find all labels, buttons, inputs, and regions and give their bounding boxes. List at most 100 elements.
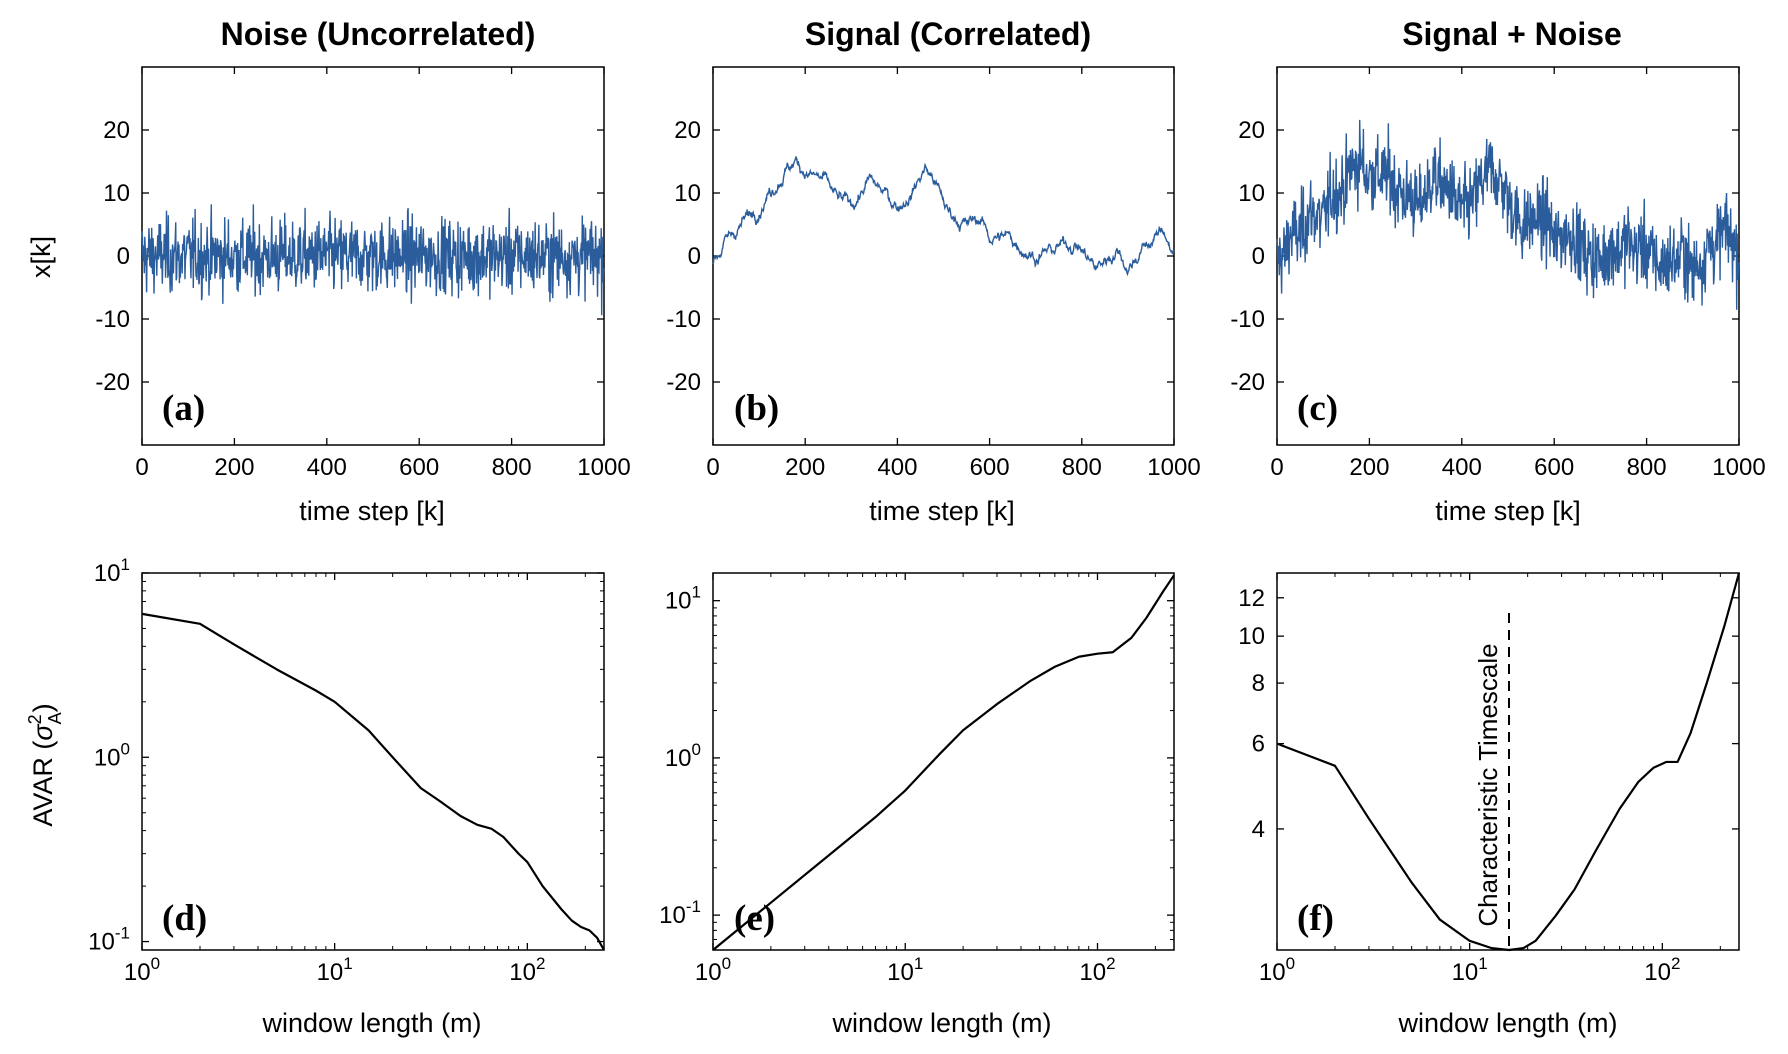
y-tick-label-a: 20 bbox=[103, 117, 130, 144]
x-tick-label-c: 1000 bbox=[1712, 454, 1765, 481]
y-tick-exp-d: 0 bbox=[121, 739, 130, 758]
avar-curve-d bbox=[141, 612, 605, 951]
y-tick-label-b: -20 bbox=[666, 369, 701, 396]
y-tick-label-f: 6 bbox=[1252, 731, 1265, 758]
avar-ylabel-main: AVAR ( bbox=[28, 741, 58, 827]
panel-label-b: (b) bbox=[734, 388, 779, 429]
y-tick-label-a: 10 bbox=[103, 180, 130, 207]
x-tick-label-b: 1000 bbox=[1147, 454, 1200, 481]
y-tick-label-c: -20 bbox=[1230, 369, 1265, 396]
avar-curve-e bbox=[712, 574, 1175, 951]
y-tick-label-f: 4 bbox=[1252, 816, 1265, 843]
y-tick-label-b: 10 bbox=[674, 180, 701, 207]
x-tick-exp-d: 2 bbox=[536, 954, 545, 973]
axes-box-e bbox=[712, 572, 1175, 951]
ts-xlabel-c: time step [k] bbox=[1435, 496, 1581, 526]
panel-label-a: (a) bbox=[162, 388, 205, 429]
avar-ylabel-sub: A bbox=[45, 712, 65, 724]
avar-ylabel-close: ) bbox=[28, 703, 58, 712]
panel-label-c: (c) bbox=[1297, 388, 1338, 429]
panel-label-d: (d) bbox=[162, 898, 207, 939]
axes-box-d bbox=[141, 572, 605, 951]
ts-xlabel-a: time step [k] bbox=[299, 496, 445, 526]
y-tick-label-c: -10 bbox=[1230, 306, 1265, 333]
x-tick-label-b: 800 bbox=[1062, 454, 1102, 481]
y-tick-label-b: 0 bbox=[688, 243, 701, 270]
y-tick-label-b: 20 bbox=[674, 117, 701, 144]
avar-xlabel-d: window length (m) bbox=[261, 1008, 481, 1038]
title-signal-plus-noise: Signal + Noise bbox=[1402, 16, 1622, 52]
x-tick-label-f: 102 bbox=[1644, 954, 1680, 986]
y-tick-label-a: 0 bbox=[117, 243, 130, 270]
avar-xlabel-e: window length (m) bbox=[831, 1008, 1051, 1038]
x-tick-label-c: 400 bbox=[1442, 454, 1482, 481]
x-tick-label-e: 102 bbox=[1079, 954, 1115, 986]
x-tick-label-d: 102 bbox=[509, 954, 545, 986]
y-tick-label-c: 0 bbox=[1252, 243, 1265, 270]
x-tick-label-a: 800 bbox=[492, 454, 532, 481]
y-tick-label-e: 10-1 bbox=[659, 897, 701, 929]
x-tick-label-a: 400 bbox=[307, 454, 347, 481]
avar-curve-f bbox=[1276, 572, 1741, 952]
x-tick-label-c: 600 bbox=[1534, 454, 1574, 481]
x-tick-label-f: 100 bbox=[1259, 954, 1295, 986]
x-tick-label-c: 800 bbox=[1627, 454, 1667, 481]
panel-c: 0 200 400 600 800 1000 -20 -10 0 10 20 bbox=[1230, 66, 1766, 481]
y-tick-label-d: 101 bbox=[94, 555, 130, 587]
x-tick-label-a: 1000 bbox=[577, 454, 630, 481]
panel-a: 0 200 400 600 800 1000 -20 -10 0 10 20 bbox=[95, 66, 631, 481]
avar-ylabel-sup: 2 bbox=[25, 714, 45, 724]
x-tick-exp-d: 1 bbox=[343, 954, 352, 973]
y-tick-label-b: -10 bbox=[666, 306, 701, 333]
avar-xlabel-f: window length (m) bbox=[1397, 1008, 1617, 1038]
title-signal: Signal (Correlated) bbox=[805, 16, 1091, 52]
x-tick-label-f: 101 bbox=[1452, 954, 1488, 986]
x-tick-label-a: 0 bbox=[135, 454, 148, 481]
x-tick-label-b: 400 bbox=[877, 454, 917, 481]
y-tick-exp-d: 1 bbox=[121, 555, 130, 574]
axes-box-b bbox=[712, 66, 1175, 446]
x-tick-label-c: 200 bbox=[1349, 454, 1389, 481]
x-tick-label-b: 0 bbox=[706, 454, 719, 481]
series-line-b bbox=[712, 156, 1175, 277]
ts-ylabel: x[k] bbox=[26, 236, 56, 278]
x-tick-label-b: 600 bbox=[970, 454, 1010, 481]
x-tick-exp-e: 2 bbox=[1106, 954, 1115, 973]
avar-ylabel: AVAR (σ2A) bbox=[25, 703, 65, 826]
x-tick-exp-e: 1 bbox=[914, 954, 923, 973]
y-tick-label-e: 100 bbox=[665, 740, 701, 772]
x-tick-label-a: 600 bbox=[399, 454, 439, 481]
x-tick-label-d: 100 bbox=[124, 954, 160, 986]
title-noise: Noise (Uncorrelated) bbox=[221, 16, 536, 52]
characteristic-timescale-label: Characteristic Timescale bbox=[1473, 643, 1503, 926]
y-tick-exp-e: 1 bbox=[692, 583, 701, 602]
y-tick-exp-d: -1 bbox=[115, 924, 130, 943]
avar-ylabel-sigma: σ bbox=[28, 723, 58, 741]
x-tick-exp-f: 0 bbox=[1286, 954, 1295, 973]
panel-b: 0 200 400 600 800 1000 -20 -10 0 10 20 bbox=[666, 66, 1201, 481]
y-tick-label-d: 10-1 bbox=[88, 924, 130, 956]
y-tick-label-a: -20 bbox=[95, 369, 130, 396]
series-line-c bbox=[1276, 119, 1740, 310]
y-tick-label-f: 12 bbox=[1238, 585, 1265, 612]
y-tick-label-f: 8 bbox=[1252, 670, 1265, 697]
x-tick-label-d: 101 bbox=[317, 954, 353, 986]
y-tick-label-f: 10 bbox=[1238, 623, 1265, 650]
y-tick-label-c: 20 bbox=[1238, 117, 1265, 144]
panel-label-e: (e) bbox=[734, 898, 775, 939]
x-tick-exp-f: 1 bbox=[1478, 954, 1487, 973]
series-line-a bbox=[141, 204, 605, 316]
y-tick-exp-e: 0 bbox=[692, 740, 701, 759]
x-tick-label-c: 0 bbox=[1270, 454, 1283, 481]
y-tick-label-c: 10 bbox=[1238, 180, 1265, 207]
x-tick-label-e: 101 bbox=[887, 954, 923, 986]
ts-xlabel-b: time step [k] bbox=[869, 496, 1015, 526]
x-tick-label-a: 200 bbox=[214, 454, 254, 481]
x-tick-label-e: 100 bbox=[695, 954, 731, 986]
x-tick-label-b: 200 bbox=[785, 454, 825, 481]
x-tick-exp-e: 0 bbox=[722, 954, 731, 973]
y-tick-exp-e: -1 bbox=[686, 897, 701, 916]
panel-label-f: (f) bbox=[1297, 898, 1334, 939]
y-tick-label-a: -10 bbox=[95, 306, 130, 333]
